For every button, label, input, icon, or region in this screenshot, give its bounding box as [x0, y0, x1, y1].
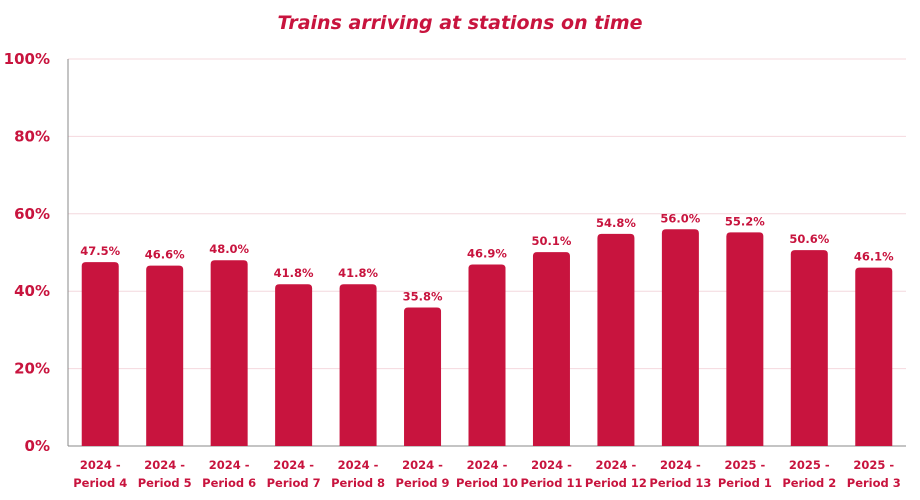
- x-tick-label: 2024 -: [273, 458, 314, 472]
- y-tick-label: 0%: [25, 437, 50, 455]
- x-tick-label: Period 6: [202, 476, 256, 490]
- x-tick-label: 2024 -: [338, 458, 379, 472]
- bar: [146, 265, 184, 446]
- x-tick-label: 2024 -: [467, 458, 508, 472]
- y-tick-label: 60%: [14, 205, 50, 223]
- x-tick-label: Period 4: [73, 476, 127, 490]
- data-label: 47.5%: [80, 244, 120, 258]
- data-label: 46.9%: [467, 246, 507, 260]
- data-label: 56.0%: [660, 211, 700, 225]
- data-label: 54.8%: [596, 216, 636, 230]
- x-tick-label: 2025 -: [724, 458, 765, 472]
- y-tick-label: 20%: [14, 360, 50, 378]
- bar: [210, 260, 248, 446]
- data-label: 50.1%: [532, 234, 572, 248]
- x-tick-label: Period 9: [396, 476, 450, 490]
- x-tick-label: Period 5: [138, 476, 192, 490]
- chart-title: Trains arriving at stations on time: [277, 12, 643, 34]
- x-tick-label: Period 12: [585, 476, 647, 490]
- x-tick-label: 2025 -: [853, 458, 894, 472]
- x-tick-label: 2024 -: [596, 458, 637, 472]
- bar: [468, 264, 506, 446]
- x-tick-label: 2024 -: [660, 458, 701, 472]
- y-tick-label: 40%: [14, 282, 50, 300]
- x-tick-label: Period 1: [718, 476, 772, 490]
- data-label: 46.1%: [854, 250, 894, 264]
- bar: [661, 229, 699, 446]
- data-label: 41.8%: [274, 266, 314, 280]
- x-tick-label: Period 8: [331, 476, 385, 490]
- bar: [339, 284, 377, 446]
- x-tick-label: Period 2: [782, 476, 836, 490]
- bar: [275, 284, 313, 446]
- x-tick-label: 2024 -: [402, 458, 443, 472]
- x-tick-label: Period 11: [520, 476, 582, 490]
- y-tick-label: 100%: [4, 50, 50, 68]
- data-label: 50.6%: [789, 232, 829, 246]
- bar: [597, 233, 635, 446]
- x-tick-label: 2024 -: [531, 458, 572, 472]
- x-tick-label: 2025 -: [789, 458, 830, 472]
- y-tick-label: 80%: [14, 127, 50, 145]
- data-label: 46.6%: [145, 248, 185, 262]
- data-label: 41.8%: [338, 266, 378, 280]
- data-label: 55.2%: [725, 214, 765, 228]
- x-tick-label: 2024 -: [144, 458, 185, 472]
- x-tick-label: Period 10: [456, 476, 518, 490]
- bar: [855, 267, 893, 446]
- bar: [790, 250, 828, 446]
- data-label: 35.8%: [403, 289, 443, 303]
- x-tick-label: 2024 -: [209, 458, 250, 472]
- bar: [404, 307, 442, 446]
- x-tick-label: 2024 -: [80, 458, 121, 472]
- bar: [532, 252, 570, 446]
- x-tick-label: Period 7: [267, 476, 321, 490]
- x-tick-label: Period 13: [649, 476, 711, 490]
- bar: [726, 232, 764, 446]
- data-label: 48.0%: [209, 242, 249, 256]
- x-tick-label: Period 3: [847, 476, 901, 490]
- bar: [81, 262, 119, 446]
